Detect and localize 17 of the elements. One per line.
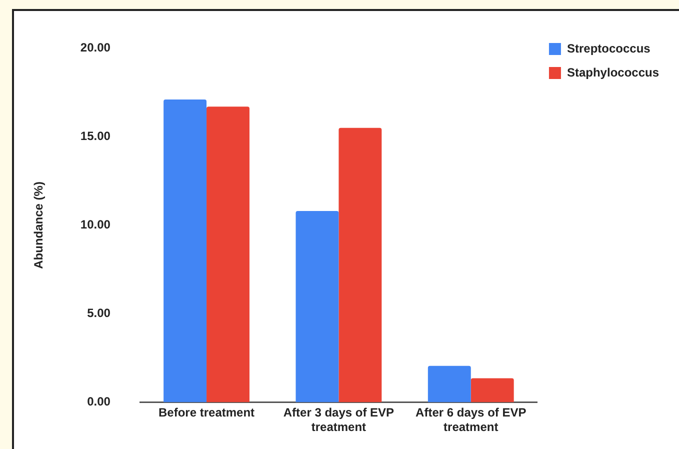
legend-label: Staphylococcus [566, 65, 660, 80]
y-tick-label: 15.00 [80, 129, 111, 144]
bar [296, 211, 339, 402]
bar [164, 100, 207, 402]
y-tick-label: 20.00 [80, 40, 111, 55]
x-tick-label: After 3 days of EVP treatment [283, 406, 394, 434]
y-tick-label: 0.00 [87, 394, 111, 409]
x-tick-label: Before treatment [158, 406, 255, 420]
bar [338, 128, 382, 402]
bar [428, 366, 471, 402]
y-axis-title: Abundance (%) [32, 182, 46, 269]
y-tick-label: 5.00 [87, 306, 111, 320]
legend-label: Streptococcus [566, 41, 651, 56]
bar [470, 378, 514, 402]
bar [206, 106, 250, 402]
x-tick-label: After 6 days of EVP treatment [416, 406, 526, 434]
y-tick-label: 10.00 [80, 218, 111, 232]
